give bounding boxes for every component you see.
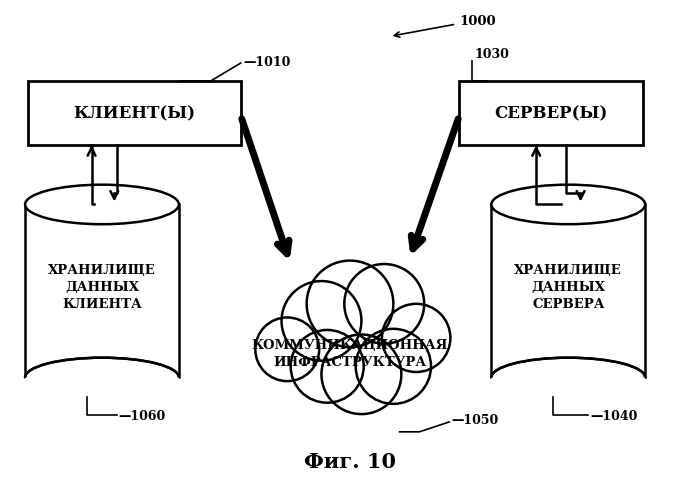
Bar [25, 205, 179, 378]
Text: КЛИЕНТ(Ы): КЛИЕНТ(Ы) [74, 105, 195, 122]
Circle shape [281, 282, 361, 361]
Text: КОММУНИКАЦИОННАЯ
ИНФРАСТРУКТУРА: КОММУНИКАЦИОННАЯ ИНФРАСТРУКТУРА [252, 338, 448, 368]
Text: ХРАНИЛИЩЕ
ДАННЫХ
КЛИЕНТА: ХРАНИЛИЩЕ ДАННЫХ КЛИЕНТА [48, 263, 156, 310]
Circle shape [382, 304, 450, 372]
Ellipse shape [25, 358, 179, 397]
Circle shape [321, 335, 401, 414]
Bar [459, 81, 643, 146]
Text: ХРАНИЛИЩЕ
ДАННЫХ
СЕРВЕРА: ХРАНИЛИЩЕ ДАННЫХ СЕРВЕРА [514, 263, 622, 310]
Text: 1030: 1030 [475, 48, 510, 61]
Circle shape [356, 329, 431, 404]
Ellipse shape [491, 185, 645, 225]
Text: СЕРВЕР(Ы): СЕРВЕР(Ы) [494, 105, 608, 122]
Circle shape [344, 264, 424, 344]
Circle shape [307, 261, 393, 347]
Circle shape [256, 318, 319, 381]
Text: —1010: —1010 [244, 56, 291, 68]
Ellipse shape [491, 358, 645, 397]
Text: —1040: —1040 [590, 408, 638, 422]
Text: —1050: —1050 [452, 414, 498, 427]
Circle shape [290, 330, 364, 403]
Text: —1060: —1060 [119, 408, 166, 422]
Text: 1000: 1000 [394, 15, 496, 38]
Ellipse shape [25, 185, 179, 225]
Text: Фиг. 10: Фиг. 10 [304, 451, 396, 471]
Bar [27, 81, 241, 146]
Bar [491, 205, 645, 378]
